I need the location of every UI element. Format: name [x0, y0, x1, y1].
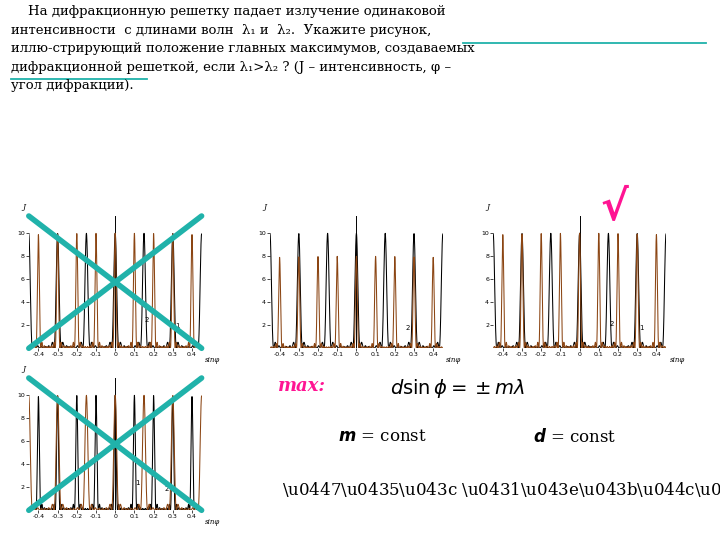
- Text: sinφ: sinφ: [446, 356, 462, 365]
- Text: $\boldsymbol{m}$ = const: $\boldsymbol{m}$ = const: [338, 428, 427, 445]
- Text: 1: 1: [175, 322, 179, 329]
- Text: На дифракционную решетку падает излучение одинаковой
интенсивности  с длинами во: На дифракционную решетку падает излучени…: [11, 5, 474, 92]
- Text: 2: 2: [609, 321, 613, 327]
- Text: J: J: [22, 364, 25, 373]
- Text: 1: 1: [135, 480, 140, 486]
- Text: J: J: [263, 202, 266, 211]
- Text: $d\sin\phi = \pm m\lambda$: $d\sin\phi = \pm m\lambda$: [390, 376, 525, 400]
- Text: 2: 2: [145, 317, 149, 323]
- Text: sinφ: sinφ: [205, 518, 220, 526]
- Text: $\boldsymbol{d}$ = const: $\boldsymbol{d}$ = const: [533, 428, 616, 446]
- Text: √: √: [600, 187, 628, 229]
- Text: sinφ: sinφ: [670, 356, 685, 365]
- Text: J: J: [22, 202, 25, 211]
- Text: 2: 2: [164, 486, 168, 492]
- Text: sinφ: sinφ: [205, 356, 220, 365]
- Text: 2: 2: [405, 325, 410, 331]
- Text: 1: 1: [639, 325, 644, 331]
- Text: J: J: [486, 202, 490, 211]
- Text: \u0447\u0435\u043c \u0431\u043e\u043b\u044c\u0448\u0435 $\lambda$, \u0442\u0435\: \u0447\u0435\u043c \u0431\u043e\u043b\u0…: [282, 480, 720, 502]
- Text: max:: max:: [278, 376, 326, 395]
